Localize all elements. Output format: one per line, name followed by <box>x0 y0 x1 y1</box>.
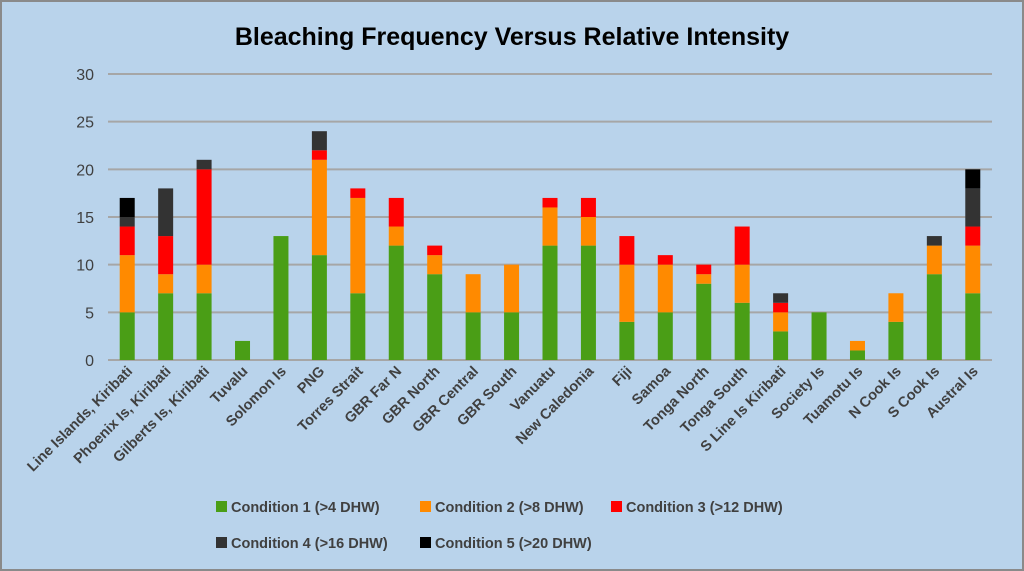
bar-segment <box>965 188 981 227</box>
y-tick-label: 10 <box>76 258 94 275</box>
bar-segment <box>196 293 212 360</box>
legend-swatch <box>420 501 431 512</box>
bar-segment <box>465 312 481 360</box>
bar-segment <box>619 321 635 360</box>
bar-segment <box>773 293 789 303</box>
bar-segment <box>888 321 904 360</box>
bar-segment <box>734 264 750 303</box>
bar-segment <box>311 159 327 256</box>
bar-segment <box>311 150 327 160</box>
bar-segment <box>619 236 635 265</box>
bar-segment <box>196 169 212 265</box>
bar-segment <box>849 340 865 351</box>
chart-title: Bleaching Frequency Versus Relative Inte… <box>235 23 789 51</box>
bar-segment <box>196 264 212 294</box>
bar-segment <box>734 226 750 265</box>
bar-segment <box>427 255 443 275</box>
bar-segment <box>926 245 942 275</box>
bar-segment <box>504 312 520 360</box>
bar-segment <box>619 264 635 322</box>
bar-segment <box>388 226 404 246</box>
bar-segment <box>965 226 981 246</box>
bar-segment <box>849 350 865 360</box>
y-tick-label: 30 <box>76 67 94 84</box>
bar-segment <box>965 245 981 294</box>
legend-swatch <box>420 537 431 548</box>
bar-segment <box>158 274 174 294</box>
bar-segment <box>119 226 135 256</box>
bar-segment <box>696 283 712 360</box>
x-tick-label: PNG <box>295 364 329 398</box>
bar-segment <box>542 245 558 360</box>
bar-segment <box>158 188 174 237</box>
legend-label: Condition 3 (>12 DHW) <box>626 500 783 516</box>
y-tick-label: 5 <box>85 305 94 322</box>
bar-segment <box>350 188 366 198</box>
bar-segment <box>965 169 981 189</box>
bar-segment <box>542 197 558 208</box>
y-tick-label: 25 <box>76 115 94 132</box>
legend-swatch <box>611 501 622 512</box>
y-tick-label: 15 <box>76 210 94 227</box>
bar-segment <box>427 245 443 256</box>
bar-segment <box>119 255 135 313</box>
bar-segment <box>888 293 904 322</box>
bar-segment <box>119 217 135 227</box>
bar-segment <box>696 264 712 275</box>
legend-label: Condition 1 (>4 DHW) <box>231 500 380 516</box>
legend-label: Condition 5 (>20 DHW) <box>435 536 592 552</box>
bar-segment <box>811 312 827 360</box>
bar-segment <box>427 274 443 360</box>
bar-segment <box>273 236 289 360</box>
bar-segment <box>158 236 174 275</box>
bar-segment <box>311 131 327 151</box>
legend-swatch <box>216 501 227 512</box>
legend-label: Condition 4 (>16 DHW) <box>231 536 388 552</box>
y-tick-label: 20 <box>76 162 94 179</box>
bar-segment <box>773 312 789 332</box>
bar-segment <box>657 264 673 313</box>
bar-segment <box>542 207 558 246</box>
x-tick-label: Tonga South <box>678 364 751 437</box>
legend-label: Condition 2 (>8 DHW) <box>435 500 584 516</box>
bar-segment <box>773 331 789 360</box>
bar-segment <box>773 302 789 313</box>
y-tick-label: 0 <box>85 353 94 370</box>
bar-segment <box>926 236 942 246</box>
bar-segment <box>926 274 942 360</box>
bar-segment <box>696 274 712 284</box>
legend-swatch <box>216 537 227 548</box>
bar-segment <box>158 293 174 360</box>
bar-segment <box>235 340 251 360</box>
x-tick-label: Fiji <box>610 364 636 390</box>
bar-segment <box>734 302 750 360</box>
bar-segment <box>311 255 327 360</box>
bar-segment <box>580 245 596 360</box>
bar-segment <box>119 197 135 217</box>
bar-segment <box>580 217 596 246</box>
bar-segment <box>350 197 366 294</box>
bar-segment <box>196 159 212 170</box>
bar-segment <box>388 245 404 360</box>
bar-segment <box>350 293 366 360</box>
bar-segment <box>657 312 673 360</box>
bar-segment <box>465 274 481 313</box>
bar-segment <box>119 312 135 360</box>
bar-segment <box>965 293 981 360</box>
bar-segment <box>388 197 404 227</box>
bar-segment <box>657 255 673 265</box>
bar-segment <box>580 197 596 217</box>
bar-segment <box>504 264 520 313</box>
